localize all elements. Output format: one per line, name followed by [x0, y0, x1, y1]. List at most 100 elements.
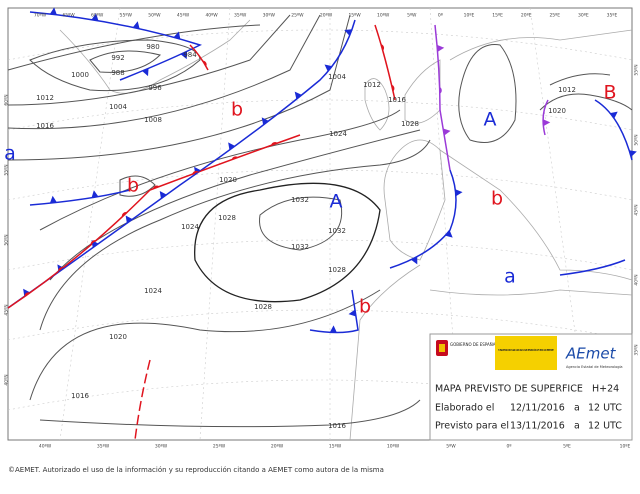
- isobar-label: 996: [148, 84, 162, 92]
- isobar-label: 1016: [388, 96, 406, 104]
- isobar-label: 1032: [328, 227, 346, 235]
- isobar-label: 1032: [291, 243, 309, 251]
- longitude-label: 20ºE: [521, 13, 532, 19]
- ministry-name: MINISTERIO DE AGRICULTURA Y ALIMENTACIÓN…: [498, 347, 554, 352]
- cold-front-symbol: [455, 189, 463, 197]
- cold-front-symbol: [142, 68, 149, 77]
- high-center: a: [504, 266, 516, 288]
- isobar-label: 1016: [36, 122, 54, 130]
- agency-name: Agencia Estatal de Meteorología: [566, 365, 623, 369]
- isobar-label: 1012: [363, 81, 381, 89]
- isobar-label: 1012: [36, 94, 54, 102]
- isobars: [7, 14, 633, 428]
- isobar-label: 1028: [254, 303, 272, 311]
- isobar-label: 1016: [328, 422, 346, 430]
- cold-front-symbol: [180, 51, 187, 60]
- isobar-label: 1032: [291, 196, 309, 204]
- cold-front-symbol: [443, 128, 451, 136]
- latitude-label: 50ºN: [634, 134, 640, 145]
- cold-front-symbol: [344, 29, 353, 36]
- warm-front-symbol: [271, 142, 278, 146]
- issued-label: Elaborado el: [435, 403, 494, 414]
- ministry-band: [495, 336, 557, 370]
- warm-front-symbol: [391, 84, 395, 92]
- cold-front-symbol: [329, 325, 337, 333]
- cold-front-symbol: [159, 190, 167, 199]
- warm-front-symbol: [90, 240, 96, 246]
- valid-date: 13/11/2016: [510, 421, 565, 432]
- cold-front-symbol: [49, 195, 57, 204]
- cold-front-symbol: [629, 150, 637, 157]
- warm-front-symbol: [439, 86, 442, 94]
- longitude-label: 65ºW: [62, 13, 75, 19]
- warm-front-symbol: [152, 185, 160, 189]
- cold-front-symbol: [173, 31, 181, 40]
- info-box: GOBIERNO DE ESPAÑA MINISTERIO DE AGRICUL…: [429, 333, 633, 441]
- isobar-label: 1008: [144, 116, 162, 124]
- longitude-label: 0º: [507, 444, 512, 450]
- valid-label: Previsto para el: [435, 421, 509, 432]
- isobar-label: 992: [111, 54, 124, 62]
- isobar-label: 1004: [109, 103, 127, 111]
- latitude-label: 40ºN: [634, 274, 640, 285]
- longitude-label: 70ºW: [34, 13, 47, 19]
- isobar-label: 1028: [328, 266, 346, 274]
- latitude-label: 35ºN: [634, 344, 640, 355]
- isobar-label: 1024: [144, 287, 162, 295]
- isobar-label: 1000: [71, 71, 89, 79]
- isobar-label: 1016: [71, 392, 89, 400]
- cold-front-symbol: [49, 7, 57, 15]
- latitude-label: 55ºN: [634, 64, 640, 75]
- latitude-label: 55ºN: [4, 164, 10, 175]
- cold-front-symbol: [91, 13, 99, 21]
- longitude-label: 15ºW: [348, 13, 361, 19]
- warm-front-symbol: [380, 44, 385, 51]
- cold-front-symbol: [436, 44, 445, 52]
- geo-labels: 70ºW 65ºW 60ºW 55ºW 50ºW 45ºW 40ºW 35ºW 30ºW 25ºW…: [4, 13, 640, 450]
- low-center: b: [359, 296, 371, 318]
- longitude-label: 30ºE: [578, 13, 589, 19]
- longitude-label: 10ºW: [387, 444, 400, 450]
- cold-front-symbol: [91, 190, 99, 198]
- low-center: b: [127, 175, 139, 197]
- longitude-label: 0º: [438, 13, 443, 19]
- latitude-label: 60ºN: [4, 94, 10, 105]
- longitude-label: 20ºW: [320, 13, 333, 19]
- longitude-label: 30ºW: [263, 13, 276, 19]
- longitude-label: 45ºW: [177, 13, 190, 19]
- longitude-label: 40ºW: [205, 13, 218, 19]
- longitude-label: 50ºW: [148, 13, 161, 19]
- latitude-label: 40ºN: [4, 374, 10, 385]
- cold-front-symbol: [125, 215, 133, 224]
- cold-front-symbol: [411, 256, 418, 265]
- longitude-label: 10ºE: [620, 444, 631, 450]
- isobar-label: 1020: [109, 333, 127, 341]
- latitude-label: 45ºN: [4, 304, 10, 315]
- longitude-label: 10ºE: [464, 13, 475, 19]
- gov-name: GOBIERNO DE ESPAÑA: [450, 342, 496, 347]
- isobar-label: 1028: [401, 120, 419, 128]
- longitude-label: 35ºW: [97, 444, 110, 450]
- cold-front-symbol: [610, 111, 618, 119]
- fronts: [7, 7, 637, 441]
- coat-of-arms-detail: [439, 344, 445, 352]
- brand-logo: AEmet: [565, 345, 617, 363]
- cold-front-symbol: [543, 119, 551, 127]
- valid-at: a: [574, 421, 580, 432]
- latitude-label: 45ºN: [634, 204, 640, 215]
- longitude-label: 15ºE: [492, 13, 503, 19]
- valid-time: 12 UTC: [588, 421, 622, 432]
- warm-front-symbol: [231, 156, 239, 160]
- issued-time: 12 UTC: [588, 403, 622, 414]
- isobar-label: 984: [183, 51, 197, 59]
- longitude-label: 40ºW: [39, 444, 52, 450]
- high-center: A: [330, 191, 343, 213]
- copyright: ©AEMET. Autorizado el uso de la informac…: [8, 466, 384, 474]
- pressure-centers: A A B b b b b a a: [4, 82, 616, 318]
- map-title: MAPA PREVISTO DE SUPERFICE: [435, 384, 583, 395]
- longitude-label: 55ºW: [120, 13, 133, 19]
- cold-front-symbol: [23, 288, 31, 297]
- longitude-label: 5ºE: [563, 444, 571, 450]
- isobar-labels: 1000 992 988 980 984 996 1004 1012 1016 …: [36, 43, 576, 430]
